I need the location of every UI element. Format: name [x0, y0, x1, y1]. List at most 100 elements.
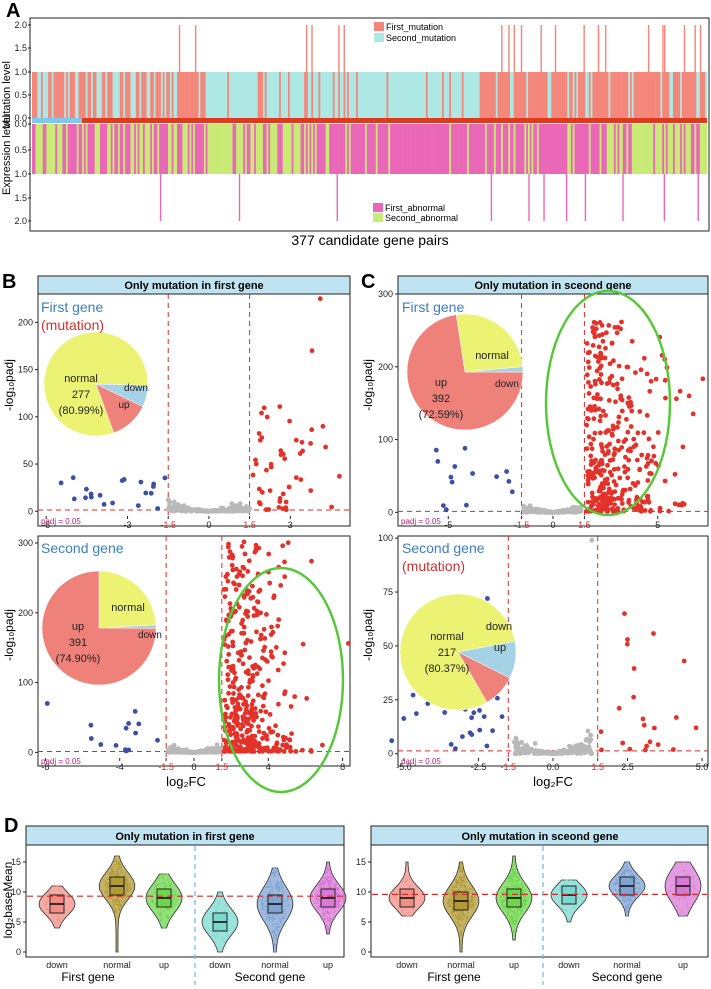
mutation-bar	[427, 72, 430, 118]
mutation-bar	[211, 72, 214, 118]
mutation-bar	[359, 72, 362, 118]
expression-bar	[415, 124, 418, 174]
expression-bar	[230, 124, 233, 174]
volcano-point	[264, 414, 270, 420]
volcano-point	[258, 708, 264, 714]
expression-bar	[159, 124, 162, 174]
mutation-bar	[236, 72, 239, 118]
violin-point	[470, 906, 473, 909]
mutation-bar	[354, 72, 357, 118]
expression-bar	[237, 124, 240, 174]
violin-point	[513, 874, 516, 877]
mutation-bar	[286, 72, 289, 118]
violin-point	[275, 884, 278, 886]
volcano-point	[257, 587, 263, 593]
expression-bar	[587, 124, 590, 174]
expression-bar	[449, 124, 452, 174]
y-tick-label: 0	[28, 506, 33, 516]
violin-point	[451, 906, 454, 909]
volcano-point	[257, 666, 263, 672]
violin-point	[271, 872, 274, 875]
volcano-point	[249, 702, 255, 707]
violin-point	[173, 898, 176, 901]
mutation-bar	[264, 72, 267, 118]
expression-bar	[266, 124, 269, 174]
violin-point	[328, 912, 330, 914]
mutation-bar	[492, 72, 495, 118]
mutation-bar-high	[554, 25, 557, 72]
volcano-point	[464, 502, 469, 508]
mutation-bar-high	[699, 25, 702, 72]
panel-c-label: C	[361, 271, 375, 293]
mutation-bar	[626, 72, 629, 118]
mutation-bar	[110, 72, 113, 118]
violin-point	[105, 886, 107, 888]
volcano-point	[138, 479, 144, 485]
violin-point	[161, 875, 164, 878]
violin-point	[623, 867, 625, 869]
mutation-level-label: Mutation level	[1, 61, 13, 129]
volcano-point	[168, 508, 174, 514]
volcano-point	[640, 716, 646, 722]
mutation-bar	[429, 72, 432, 118]
expression-bar	[194, 124, 198, 174]
violin-point	[125, 893, 127, 896]
mutation-bar	[112, 72, 115, 118]
violin-point	[104, 891, 107, 893]
mutation-bar	[141, 72, 144, 118]
violin-point	[315, 897, 318, 900]
volcano-point	[595, 392, 600, 397]
volcano-point	[441, 503, 446, 508]
expression-bar-high	[663, 174, 666, 221]
expression-bar	[418, 124, 421, 174]
violin-point	[454, 914, 457, 916]
mutation-bar	[83, 72, 87, 118]
expression-bar	[123, 124, 126, 174]
mutation-bar	[316, 72, 319, 118]
expression-bar	[80, 124, 83, 174]
volcano-point	[253, 542, 259, 548]
volcano-point	[271, 593, 277, 599]
mutation-bar-high	[194, 25, 197, 72]
mutation-bar	[501, 72, 504, 118]
expression-bar	[46, 124, 49, 174]
volcano-point	[617, 475, 623, 481]
expression-bar	[553, 124, 556, 174]
volcano-point	[494, 474, 499, 480]
mutation-bar	[275, 72, 278, 118]
expression-bar	[407, 124, 411, 174]
expression-bar	[309, 124, 312, 174]
violin-point	[276, 885, 279, 888]
panel-b-xlabel: log₂FC	[166, 774, 206, 789]
mutation-bar	[644, 72, 647, 118]
violin-point	[412, 908, 415, 911]
mutation-bar	[595, 72, 599, 118]
volcano-point	[603, 345, 608, 351]
volcano-point	[515, 741, 521, 747]
violin-point	[104, 880, 107, 883]
volcano-point	[471, 710, 477, 716]
violin-point	[329, 873, 332, 875]
volcano-point	[639, 452, 645, 458]
mutation-bar	[604, 72, 608, 118]
violin-point	[286, 899, 289, 902]
violin-point	[117, 900, 120, 903]
violin-point	[333, 886, 336, 889]
violin-point	[508, 909, 510, 911]
volcano-point	[631, 436, 637, 442]
violin-point	[330, 909, 332, 912]
mutation-bar	[631, 72, 634, 118]
volcano-point	[261, 405, 267, 411]
violin-point	[108, 872, 110, 875]
violin-point	[48, 892, 50, 895]
panel-d-right-header: Only mutation in sceond gene	[461, 831, 618, 843]
violin-point	[166, 914, 169, 917]
volcano-point	[250, 664, 256, 669]
volcano-point	[532, 741, 538, 746]
panel-d-label: D	[4, 815, 18, 837]
expression-bar	[354, 124, 357, 174]
violin-point	[164, 886, 166, 888]
volcano-point	[598, 396, 603, 402]
violin-point	[155, 902, 157, 905]
